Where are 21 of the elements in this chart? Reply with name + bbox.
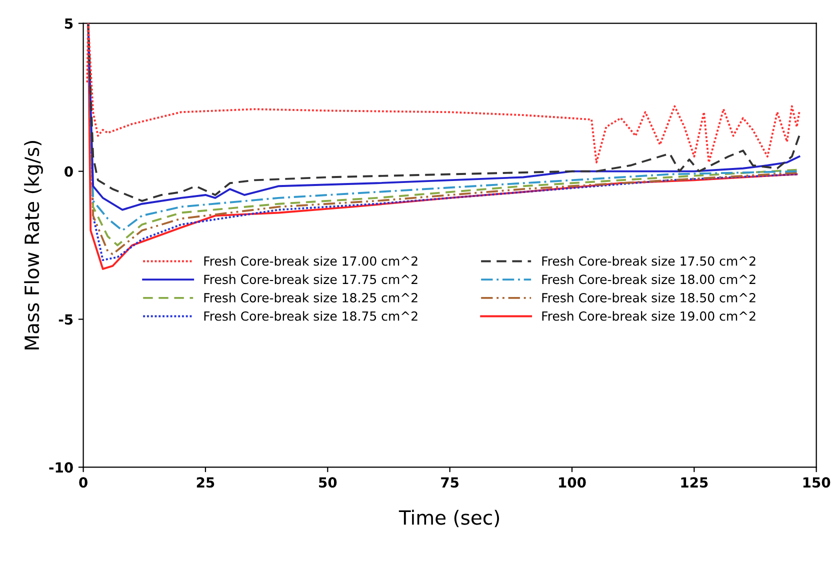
y-tick-label: -10	[49, 462, 73, 473]
x-tick-label: 75	[441, 477, 459, 488]
y-axis-title: Mass Flow Rate (kg/s)	[24, 140, 43, 350]
legend-label: Fresh Core-break size 18.50 cm^2	[542, 292, 756, 302]
x-tick-label: 50	[319, 477, 337, 488]
legend-label: Fresh Core-break size 18.00 cm^2	[542, 274, 756, 284]
x-tick-label: 125	[681, 477, 708, 488]
legend-label: Fresh Core-break size 17.00 cm^2	[204, 256, 418, 266]
legend-label: Fresh Core-break size 17.75 cm^2	[204, 274, 418, 284]
x-axis-title: Time (sec)	[398, 510, 500, 528]
y-tick-label: -5	[58, 314, 73, 325]
legend-label: Fresh Core-break size 18.75 cm^2	[204, 311, 418, 321]
y-tick-label: 5	[64, 18, 73, 29]
x-tick-label: 25	[196, 477, 214, 488]
x-tick-label: 100	[559, 477, 586, 488]
y-tick-label: 0	[64, 166, 73, 177]
legend-label: Fresh Core-break size 19.00 cm^2	[542, 311, 756, 321]
legend-label: Fresh Core-break size 18.25 cm^2	[204, 292, 418, 302]
legend-label: Fresh Core-break size 17.50 cm^2	[542, 256, 756, 266]
x-tick-label: 0	[79, 477, 88, 488]
x-tick-label: 150	[803, 477, 830, 488]
